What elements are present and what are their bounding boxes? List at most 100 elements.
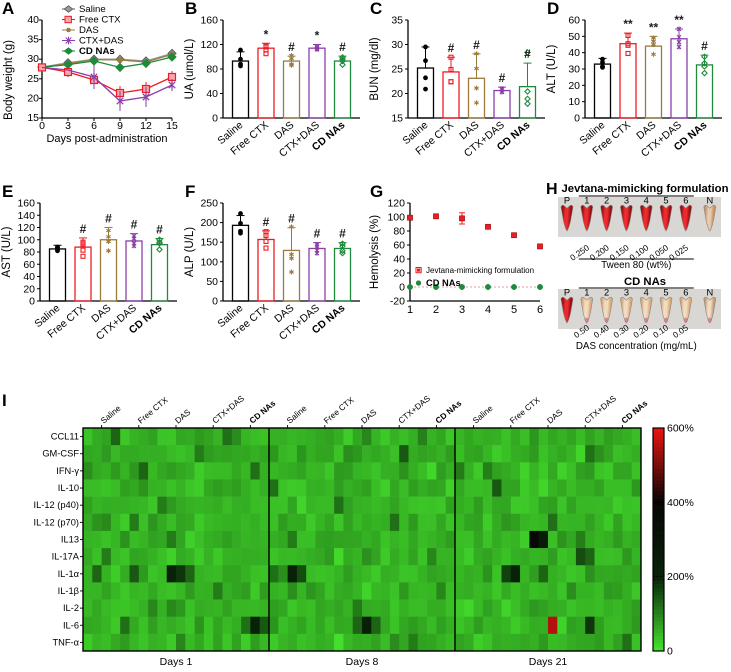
- svg-text:Free CTX: Free CTX: [136, 394, 170, 425]
- svg-text:N: N: [706, 196, 713, 206]
- svg-text:6: 6: [683, 288, 688, 298]
- svg-text:15: 15: [391, 113, 403, 125]
- svg-text:3: 3: [624, 196, 629, 206]
- svg-text:Jevtana-mimicking formulation: Jevtana-mimicking formulation: [426, 266, 534, 275]
- svg-text:Days 21: Days 21: [529, 656, 568, 668]
- svg-text:#: #: [314, 227, 321, 241]
- svg-text:Body weight (g): Body weight (g): [3, 40, 15, 120]
- svg-text:150: 150: [200, 237, 218, 249]
- svg-text:60: 60: [23, 259, 35, 271]
- svg-text:40: 40: [27, 14, 39, 26]
- svg-text:CTX+DAS: CTX+DAS: [210, 393, 246, 426]
- svg-text:IL-1β: IL-1β: [58, 586, 79, 596]
- svg-text:**: **: [674, 13, 684, 27]
- svg-text:250: 250: [200, 198, 218, 210]
- svg-text:0: 0: [39, 120, 45, 132]
- svg-text:0: 0: [574, 113, 580, 125]
- svg-text:30: 30: [568, 64, 580, 76]
- svg-text:6: 6: [537, 304, 543, 316]
- svg-text:40: 40: [568, 47, 580, 59]
- svg-text:ALT (U/L): ALT (U/L): [546, 44, 558, 93]
- svg-text:4: 4: [644, 288, 649, 298]
- svg-text:50: 50: [568, 31, 580, 43]
- svg-text:I: I: [2, 391, 7, 410]
- svg-text:0.250: 0.250: [568, 242, 591, 262]
- svg-text:#: #: [288, 40, 295, 54]
- svg-text:**: **: [649, 20, 659, 34]
- svg-text:UA (umol/L): UA (umol/L): [184, 38, 196, 99]
- svg-text:C: C: [370, 0, 382, 18]
- svg-text:CD NAs: CD NAs: [426, 278, 461, 288]
- svg-text:DAS: DAS: [545, 407, 565, 426]
- svg-text:DAS: DAS: [173, 407, 193, 426]
- svg-text:IL-10: IL-10: [58, 483, 79, 493]
- svg-text:4: 4: [485, 304, 491, 316]
- svg-text:CD NAs: CD NAs: [247, 398, 277, 426]
- svg-text:2: 2: [604, 288, 609, 298]
- svg-text:B: B: [185, 0, 197, 18]
- svg-text:0: 0: [212, 113, 218, 125]
- svg-text:1: 1: [584, 288, 589, 298]
- svg-text:Free CTX: Free CTX: [508, 394, 542, 425]
- svg-text:DAS: DAS: [359, 407, 379, 426]
- svg-text:#: #: [263, 215, 270, 229]
- svg-text:P: P: [564, 196, 570, 206]
- svg-text:80: 80: [393, 226, 405, 238]
- svg-text:200: 200: [200, 217, 218, 229]
- svg-text:-20: -20: [390, 296, 405, 308]
- svg-text:6: 6: [683, 196, 688, 206]
- svg-text:25: 25: [27, 73, 39, 85]
- svg-text:CTX+DAS: CTX+DAS: [582, 393, 618, 426]
- svg-text:BUN (mg/dl): BUN (mg/dl): [369, 37, 381, 100]
- svg-text:100: 100: [387, 212, 405, 224]
- svg-text:3: 3: [65, 120, 71, 132]
- svg-text:40: 40: [393, 254, 405, 266]
- svg-text:10: 10: [568, 96, 580, 108]
- svg-text:Hemolysis (%): Hemolysis (%): [369, 215, 381, 289]
- svg-text:160: 160: [17, 198, 35, 210]
- svg-text:A: A: [2, 0, 14, 18]
- svg-text:0: 0: [667, 646, 673, 658]
- svg-text:#: #: [80, 222, 87, 236]
- svg-text:30: 30: [391, 39, 403, 51]
- svg-text:30: 30: [27, 53, 39, 65]
- svg-text:IL-12 (p70): IL-12 (p70): [34, 517, 79, 527]
- svg-text:#: #: [701, 39, 708, 53]
- svg-text:5: 5: [663, 196, 668, 206]
- svg-text:CD NAs: CD NAs: [79, 46, 115, 57]
- svg-text:60: 60: [393, 240, 405, 252]
- svg-text:4: 4: [644, 196, 649, 206]
- svg-text:DAS: DAS: [79, 25, 99, 36]
- svg-text:40: 40: [23, 271, 35, 283]
- svg-text:35: 35: [391, 15, 403, 27]
- svg-text:Saline: Saline: [98, 403, 122, 426]
- svg-text:**: **: [623, 17, 633, 31]
- svg-text:3: 3: [624, 288, 629, 298]
- svg-text:15: 15: [166, 120, 178, 132]
- svg-text:#: #: [131, 218, 138, 232]
- svg-text:Days post-administration: Days post-administration: [46, 133, 167, 145]
- svg-text:IL-6: IL-6: [63, 620, 79, 630]
- svg-text:120: 120: [200, 39, 218, 51]
- svg-text:IL-12 (p40): IL-12 (p40): [34, 500, 79, 510]
- svg-text:CTX+DAS: CTX+DAS: [396, 393, 432, 426]
- svg-text:20: 20: [23, 283, 35, 295]
- svg-text:IL13: IL13: [61, 535, 79, 545]
- svg-text:80: 80: [206, 64, 218, 76]
- svg-text:50: 50: [206, 276, 218, 288]
- svg-text:600%: 600%: [667, 423, 694, 435]
- svg-text:40: 40: [206, 88, 218, 100]
- svg-text:IFN-γ: IFN-γ: [56, 466, 79, 476]
- svg-text:2: 2: [604, 196, 609, 206]
- svg-text:120: 120: [387, 198, 405, 210]
- svg-text:9: 9: [117, 120, 123, 132]
- svg-text:*: *: [315, 29, 320, 43]
- svg-text:3: 3: [459, 304, 465, 316]
- svg-text:Saline: Saline: [470, 403, 494, 426]
- svg-text:160: 160: [200, 15, 218, 27]
- svg-text:E: E: [2, 183, 13, 201]
- svg-text:1: 1: [407, 304, 413, 316]
- svg-text:CD NAs: CD NAs: [624, 276, 666, 288]
- svg-text:6: 6: [91, 120, 97, 132]
- svg-text:20: 20: [391, 88, 403, 100]
